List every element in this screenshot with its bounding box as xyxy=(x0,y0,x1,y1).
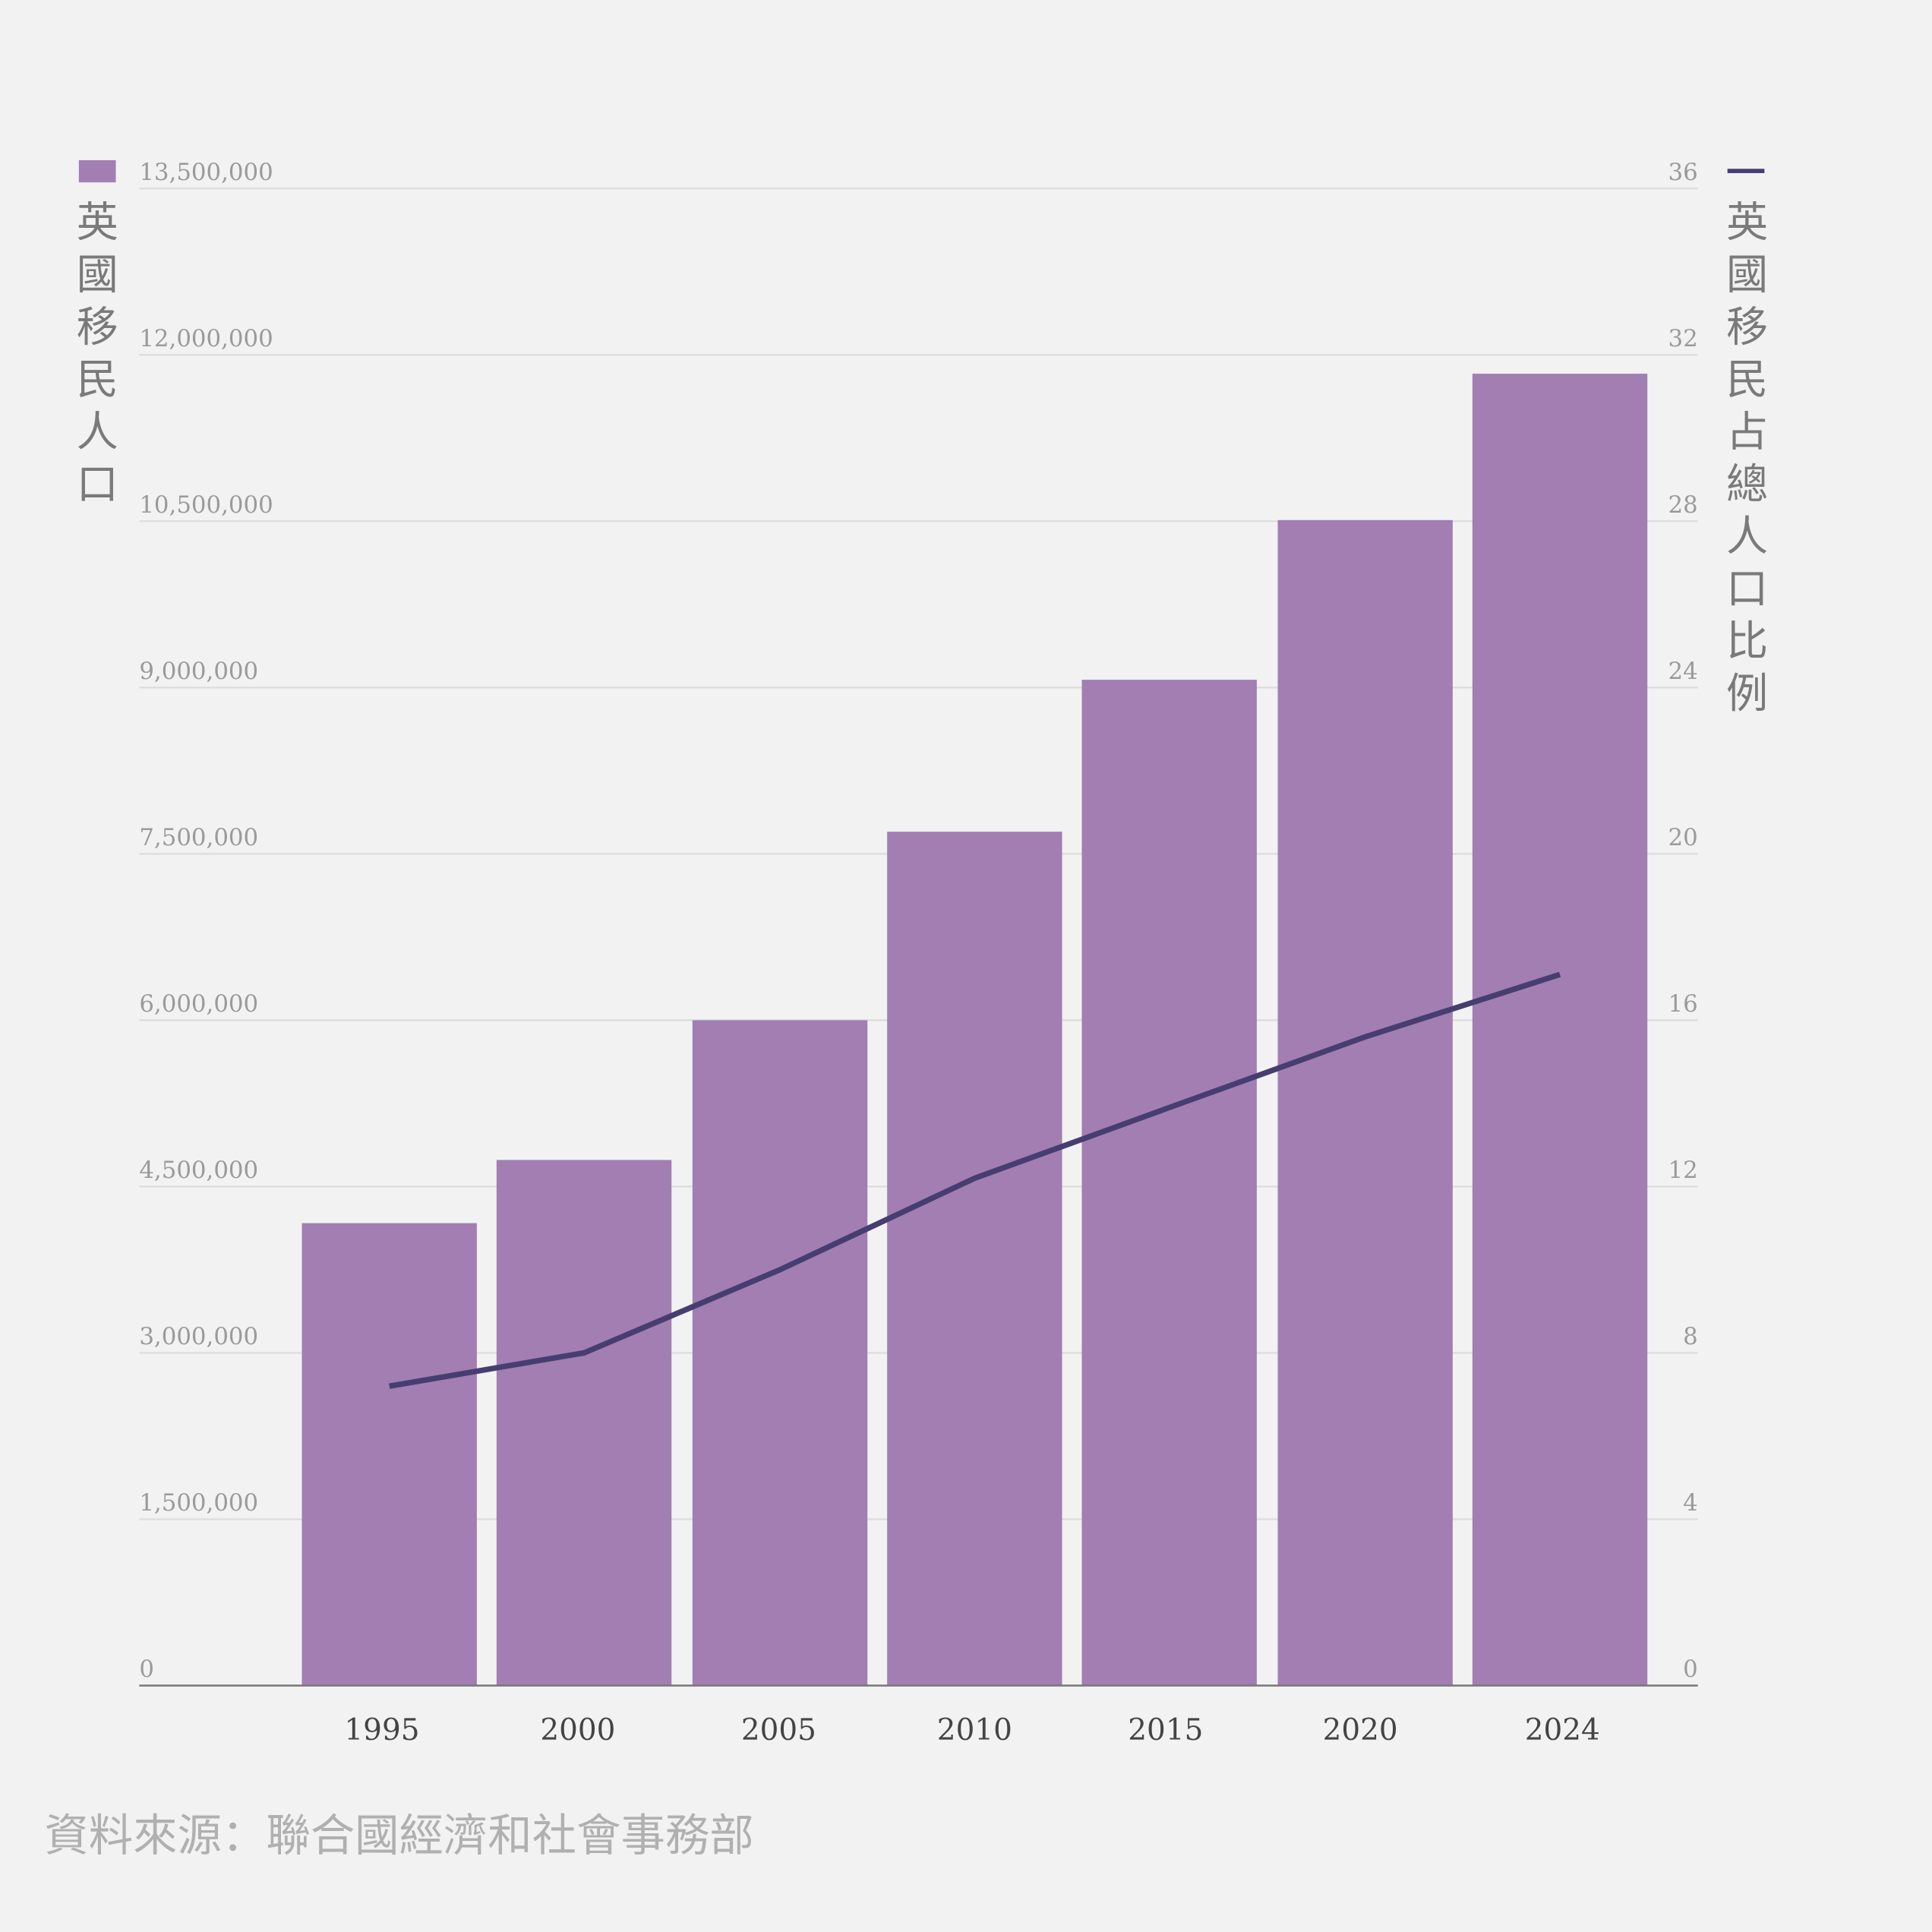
left-tick-label: 9,000,000 xyxy=(139,658,258,685)
x-tick-label: 2010 xyxy=(937,1713,1012,1747)
left-tick-label: 13,500,000 xyxy=(139,159,273,186)
legend-swatch-bar xyxy=(78,159,116,183)
left-tick-labels: 0 1,500,000 3,000,000 4,500,000 6,000,000 7,5… xyxy=(139,159,273,1683)
left-tick-label: 7,500,000 xyxy=(139,824,258,851)
x-tick-label: 1995 xyxy=(344,1713,419,1747)
right-tick-label: 24 xyxy=(1668,658,1698,685)
bar-2024 xyxy=(1472,374,1648,1686)
right-tick-label: 0 xyxy=(1683,1656,1698,1683)
x-tick-label: 2020 xyxy=(1323,1713,1398,1747)
right-tick-label: 12 xyxy=(1668,1157,1698,1184)
ratio-line xyxy=(389,971,1561,1389)
left-tick-label: 1,500,000 xyxy=(139,1489,258,1517)
bar-1995 xyxy=(301,1223,477,1686)
bar-2010 xyxy=(887,832,1062,1686)
bar-2000 xyxy=(496,1160,672,1686)
right-tick-label: 20 xyxy=(1668,824,1698,851)
x-tick-labels: 1995 2000 2005 2010 2015 2020 2024 xyxy=(344,1713,1599,1747)
left-tick-label: 0 xyxy=(139,1656,154,1683)
right-tick-label: 32 xyxy=(1668,325,1698,352)
left-tick-label: 10,500,000 xyxy=(139,491,273,519)
left-tick-label: 12,000,000 xyxy=(139,325,273,352)
bars xyxy=(301,374,1648,1686)
legend-swatch-line xyxy=(1727,169,1765,173)
right-tick-label: 36 xyxy=(1668,159,1698,186)
right-axis-title: 英國移民占總人口比例 xyxy=(1726,199,1768,719)
bar-2015 xyxy=(1081,680,1257,1686)
x-tick-label: 2024 xyxy=(1525,1713,1600,1747)
right-tick-label: 4 xyxy=(1683,1489,1698,1517)
right-tick-labels: 0 4 8 12 16 20 24 28 32 36 xyxy=(1668,159,1698,1683)
source-note: 資料來源：聯合國經濟和社會事務部 xyxy=(44,1810,753,1861)
right-tick-label: 8 xyxy=(1683,1323,1698,1350)
x-tick-label: 2000 xyxy=(540,1713,615,1747)
right-tick-label: 28 xyxy=(1668,491,1698,519)
x-tick-label: 2005 xyxy=(741,1713,816,1747)
left-axis-title: 英國移民人口 xyxy=(77,199,118,510)
bar-2020 xyxy=(1277,519,1453,1686)
left-tick-label: 6,000,000 xyxy=(139,990,258,1018)
bar-2005 xyxy=(692,1020,868,1686)
x-tick-label: 2015 xyxy=(1128,1713,1203,1747)
right-tick-label: 16 xyxy=(1668,990,1698,1018)
left-tick-label: 3,000,000 xyxy=(139,1323,258,1350)
left-tick-label: 4,500,000 xyxy=(139,1157,258,1184)
